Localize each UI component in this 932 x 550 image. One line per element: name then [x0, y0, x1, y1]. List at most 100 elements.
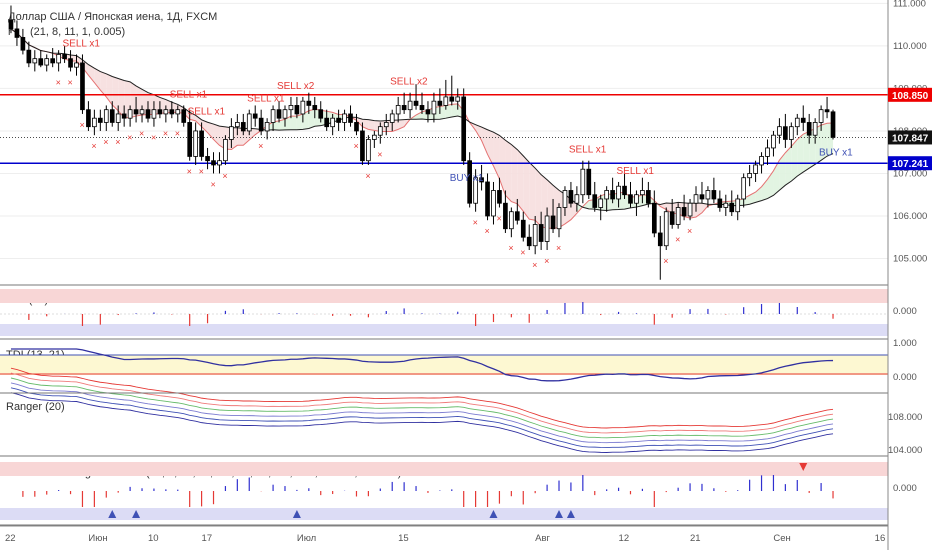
- sell-cross-mark: ×: [187, 167, 192, 177]
- ma-cloud-segment: [439, 105, 446, 120]
- candle-body: [592, 194, 598, 208]
- last-price-badge: [888, 130, 932, 145]
- candle-body: [217, 160, 222, 166]
- candle-body: [377, 126, 383, 136]
- sell-cross-mark: ×: [199, 167, 204, 177]
- price-tick-label: 107.000: [893, 168, 927, 179]
- sell-cross-mark: ×: [103, 137, 108, 147]
- sell-signal-label: SELL x1: [569, 145, 607, 156]
- candle-body: [270, 109, 276, 123]
- mega-oversold-band: [0, 508, 888, 520]
- candle-body: [389, 113, 395, 123]
- ma-cloud-segment: [213, 124, 220, 146]
- resistance-price-badge: [888, 87, 932, 102]
- ranger-pane[interactable]: Ranger (20): [6, 367, 834, 453]
- candle-body: [151, 109, 157, 119]
- candle-body: [62, 54, 67, 60]
- ranger-axis-label: 104.000: [888, 445, 922, 456]
- time-tick-label: Июн: [88, 533, 107, 544]
- sell-cross-mark: ×: [68, 77, 73, 87]
- sell-cross-mark: ×: [151, 133, 156, 143]
- buy-arrow-marker: [489, 510, 498, 518]
- candle-body: [38, 58, 44, 66]
- tdi-axis-label: 0.000: [893, 372, 917, 383]
- candle-body: [800, 117, 806, 123]
- candle-body: [514, 211, 520, 221]
- ma-cloud-segment: [142, 89, 148, 116]
- time-tick-label: Сен: [773, 533, 790, 544]
- candle-body: [109, 109, 115, 123]
- sell-cross-mark: ×: [520, 247, 525, 257]
- plot-background: [0, 0, 888, 526]
- candle-body: [264, 122, 270, 132]
- time-axis[interactable]: 22 Июн 10 17 Июл 15 Авг 12 21 Сен 16: [0, 525, 888, 544]
- sell-signal-label: SELL x2: [277, 81, 315, 92]
- candle-body: [133, 109, 139, 115]
- candle-body: [794, 117, 800, 128]
- candle-body: [628, 194, 633, 204]
- panel-axes: 0.000 1.000 0.000 108.000 104.000 0.000: [888, 306, 922, 494]
- candle-body: [556, 207, 562, 230]
- candle-body: [675, 207, 681, 225]
- last-price-label: 107.847: [892, 133, 929, 144]
- candle-body: [741, 177, 747, 200]
- sell-signal-label: SELL x1: [170, 89, 208, 100]
- candle-body: [8, 20, 14, 30]
- candle-body: [103, 109, 109, 123]
- candle-body: [229, 126, 234, 140]
- candle-body: [44, 58, 50, 66]
- ranger-band-line: [10, 382, 834, 444]
- candle-body: [485, 181, 490, 217]
- time-tick-label: 16: [875, 533, 886, 544]
- time-tick-label: 15: [398, 533, 409, 544]
- sell-cross-mark: ×: [139, 128, 144, 138]
- time-tick-label: Авг: [535, 533, 550, 544]
- candle-body: [288, 105, 294, 111]
- ma-cloud-segment: [136, 85, 143, 117]
- ma-cloud-segment: [88, 64, 95, 83]
- candle-body: [580, 168, 586, 196]
- candle-body: [68, 58, 73, 68]
- candle-body: [157, 109, 163, 115]
- grid: [0, 2, 888, 259]
- candle-body: [235, 122, 240, 128]
- candle-body: [92, 117, 97, 128]
- time-tick-label: Июл: [297, 533, 316, 544]
- candle-body: [181, 109, 187, 123]
- ma-cloud-segment: [535, 168, 542, 227]
- candle-body: [211, 160, 216, 166]
- sell-cross-mark: ×: [91, 141, 96, 151]
- candle-body: [747, 173, 752, 179]
- candle-body: [461, 96, 467, 162]
- price-axis[interactable]: 111.000110.000109.000108.000107.000106.0…: [887, 0, 927, 550]
- candle-body: [187, 122, 193, 157]
- candle-body: [56, 54, 61, 64]
- candle-body: [252, 113, 258, 119]
- candle-body: [336, 117, 341, 123]
- ma-cloud-segment: [273, 120, 280, 131]
- time-tick-label: 22: [5, 533, 16, 544]
- candle-body: [169, 109, 175, 115]
- candle-body: [145, 109, 151, 119]
- tdi-pane[interactable]: TDI (13, 21): [0, 348, 888, 382]
- ma-cloud-segment: [505, 140, 512, 202]
- candle-body: [205, 156, 210, 162]
- megaoscillator-pane[interactable]: Idnistrade24 MegaOscillator (13, 8, 21, …: [0, 462, 888, 520]
- mega-overbought-band: [0, 462, 888, 476]
- candle-body: [175, 109, 181, 115]
- price-pane[interactable]: × ××× × × × × × × ×× ×××× ××××××× ×× ××××× SELL x1SE…: [0, 5, 888, 280]
- sell-cross-mark: ×: [163, 128, 168, 138]
- candle-body: [759, 156, 764, 166]
- msi-pane[interactable]: MSI (10): [0, 289, 888, 336]
- msi-axis-label: 0.000: [893, 306, 917, 317]
- ma-cloud-segment: [94, 68, 101, 91]
- candles: [8, 5, 836, 280]
- candle-body: [300, 100, 306, 115]
- candle-body: [401, 105, 407, 111]
- candle-body: [681, 207, 687, 217]
- sell-cross-mark: ×: [222, 171, 227, 181]
- candle-body: [765, 147, 770, 157]
- candle-body: [330, 117, 335, 128]
- sell-signal-label: SELL x1: [63, 38, 101, 49]
